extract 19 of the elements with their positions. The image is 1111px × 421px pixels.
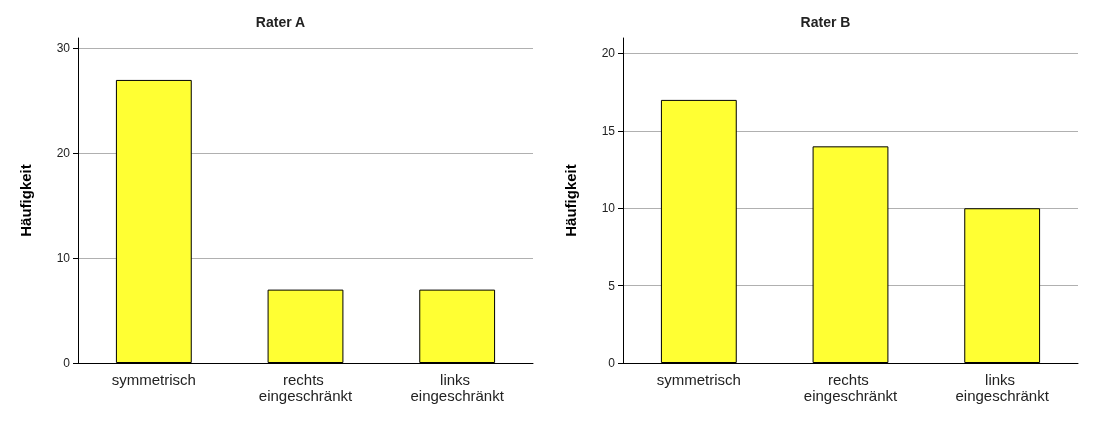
y-tick-label: 5 [608,278,616,293]
y-axis-title: Häufigkeit [17,164,34,237]
y-tick-label: 15 [601,123,616,138]
x-tick-label: links eingeschränkt [955,370,1050,404]
x-tick-label: symmetrisch [111,370,196,388]
x-tick-label: rechts eingeschränkt [803,370,899,404]
y-tick-label: 0 [608,356,616,370]
x-tick-label: links eingeschränkt [410,370,505,404]
y-tick-label: 10 [601,201,616,216]
y-tick-label: 0 [63,356,71,370]
chart-title: Rater B [800,14,851,30]
y-tick-label: 30 [56,41,71,56]
y-tick-label: 20 [56,146,71,161]
x-tick-label: rechts eingeschränkt [258,370,354,404]
x-tick-label: symmetrisch [656,370,741,388]
y-tick-label: 10 [56,251,71,266]
y-tick-label: 20 [601,46,616,61]
y-axis-title: Häufigkeit [562,164,579,237]
chart-title: Rater A [255,14,306,30]
